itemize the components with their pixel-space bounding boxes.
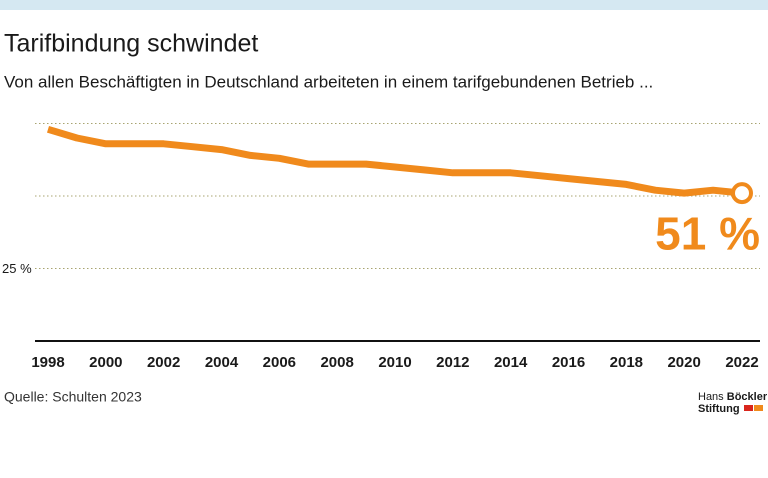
x-tick-label: 2016 bbox=[552, 354, 585, 371]
x-tick-label: 2020 bbox=[667, 354, 700, 371]
chart-subtitle: Von allen Beschäftigten in Deutschland a… bbox=[4, 72, 653, 91]
source: Quelle: Schulten 2023 bbox=[4, 389, 142, 405]
x-tick-label: 2018 bbox=[610, 354, 643, 371]
x-tick-label: 2022 bbox=[725, 354, 758, 371]
x-tick-label: 1998 bbox=[31, 354, 64, 371]
top-band bbox=[0, 0, 768, 10]
x-tick-label: 2014 bbox=[494, 354, 528, 371]
x-tick-label: 2004 bbox=[205, 354, 239, 371]
y-tick-label: 25 % bbox=[2, 261, 32, 276]
line bbox=[46, 125, 743, 197]
x-tick-label: 2002 bbox=[147, 354, 180, 371]
x-tick-label: 2006 bbox=[263, 354, 296, 371]
x-tick-label: 2012 bbox=[436, 354, 469, 371]
logo-mark bbox=[754, 405, 763, 411]
end-point bbox=[731, 182, 753, 205]
logo-text: Stiftung bbox=[698, 403, 740, 415]
x-tick-label: 2008 bbox=[320, 354, 353, 371]
x-tick-label: 2010 bbox=[378, 354, 411, 371]
value-label: 51 % bbox=[655, 207, 760, 259]
logo-text: Hans bbox=[698, 391, 724, 403]
logo: Hans Böckler bbox=[698, 391, 768, 403]
logo-text: Böckler bbox=[727, 391, 768, 403]
chart-title: Tarifbindung schwindet bbox=[4, 30, 258, 58]
logo-mark bbox=[744, 405, 753, 411]
x-tick-label: 2000 bbox=[89, 354, 122, 371]
